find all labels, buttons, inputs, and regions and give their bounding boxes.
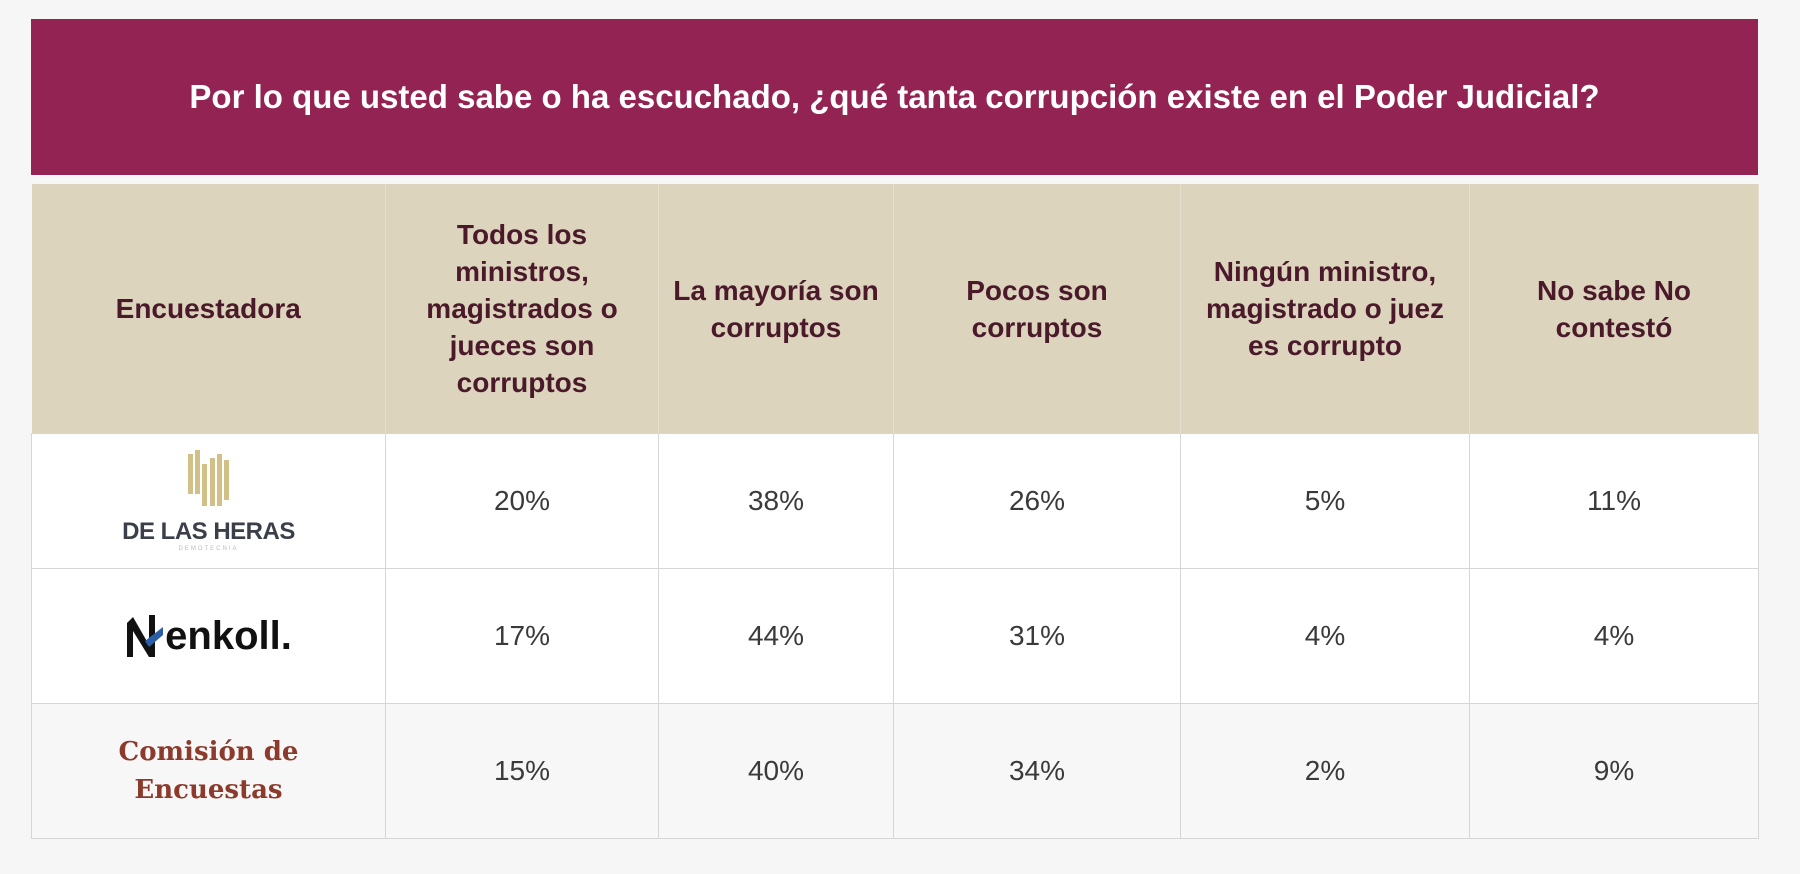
header-none-corrupt: Ningún ministro, magistrado o juez es co… [1180,184,1470,434]
value-cell: 17% [385,568,659,704]
pollster-cell: DE LAS HERAS DEMOTECNIA [31,433,386,569]
header-no-answer: No sabe No contestó [1469,184,1759,434]
enkoll-logo: enkoll. [33,613,384,659]
value-cell: 4% [1180,568,1470,704]
value-cell: 4% [1469,568,1759,704]
table-row: Comisión de Encuestas 15% 40% 34% 2% 9% [31,703,1759,839]
value-cell: 15% [385,703,659,839]
value-cell: 34% [893,703,1181,839]
header-all-corrupt: Todos los ministros, magistrados o juece… [385,184,659,434]
value-cell: 20% [385,433,659,569]
value-cell: 5% [1180,433,1470,569]
value-cell: 38% [658,433,894,569]
value-cell: 31% [893,568,1181,704]
value-cell: 2% [1180,703,1470,839]
question-title: Por lo que usted sabe o ha escuchado, ¿q… [189,78,1600,115]
de-las-heras-emblem-icon [187,450,229,506]
de-las-heras-logo: DE LAS HERAS DEMOTECNIA [33,450,384,552]
value-cell: 40% [658,703,894,839]
pollster-name: DE LAS HERAS [122,518,295,545]
pollster-cell: Comisión de Encuestas [31,703,386,839]
header-row: Encuestadora Todos los ministros, magist… [31,184,1759,434]
pollster-name: Comisión de Encuestas [118,737,299,805]
value-cell: 26% [893,433,1181,569]
survey-results-table: Encuestadora Todos los ministros, magist… [31,184,1759,839]
header-pollster: Encuestadora [31,184,386,434]
table-row: enkoll. 17% 44% 31% 4% 4% [31,568,1759,704]
value-cell: 9% [1469,703,1759,839]
pollster-cell: enkoll. [31,568,386,704]
pollster-name: enkoll. [165,613,292,658]
pollster-subtitle: DEMOTECNIA [178,546,239,552]
enkoll-emblem-icon [127,615,164,657]
value-cell: 11% [1469,433,1759,569]
value-cell: 44% [658,568,894,704]
header-few-corrupt: Pocos son corruptos [893,184,1181,434]
table-row: DE LAS HERAS DEMOTECNIA 20% 38% 26% 5% 1… [31,433,1759,569]
question-title-banner: Por lo que usted sabe o ha escuchado, ¿q… [31,19,1758,175]
header-majority-corrupt: La mayoría son corruptos [658,184,894,434]
